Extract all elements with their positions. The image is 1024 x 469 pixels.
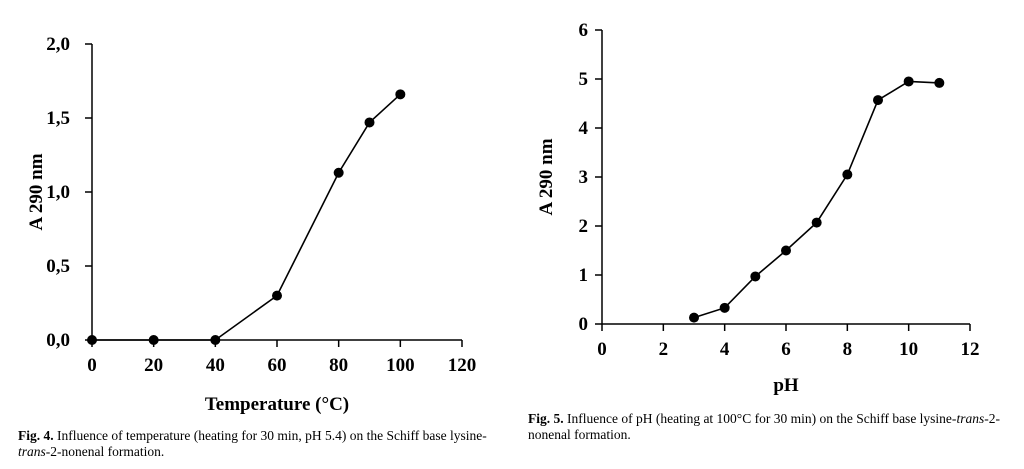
fig5-x-tick-label: 2 [659, 339, 669, 360]
fig5-caption-text-b: -2-nonenal formation. [528, 411, 1000, 442]
fig4-y-tick-label: 1,5 [46, 108, 70, 129]
fig5-x-tick-label: 4 [720, 339, 730, 360]
fig4-data-point [87, 335, 97, 345]
fig4-series-line [92, 93, 401, 341]
fig5-data-point [934, 77, 945, 88]
fig5-caption: Fig. 5. Influence of pH (heating at 100°… [528, 411, 1008, 443]
fig5-series-line [693, 80, 940, 319]
fig5-y-tick-label: 2 [579, 216, 589, 237]
fig4-caption: Fig. 4. Influence of temperature (heatin… [18, 428, 518, 460]
fig5-data-point [781, 245, 791, 256]
fig4-data-point [148, 335, 159, 345]
fig5-data-point [842, 169, 853, 180]
fig4-caption-text-b: -2-nonenal formation. [45, 444, 165, 459]
fig4-x-tick-label: 20 [144, 355, 163, 376]
fig5-y-tick-label: 4 [579, 118, 589, 139]
fig5-y-tick-label: 0 [579, 314, 589, 335]
fig5-y-tick-label: 5 [579, 69, 589, 90]
fig5-data-point [903, 76, 914, 87]
fig4-data-point [364, 117, 375, 128]
fig5-caption-text-a: Influence of pH (heating at 100°C for 30… [563, 411, 957, 426]
fig5-x-tick-label: 8 [843, 339, 853, 360]
fig5-data-point [689, 312, 699, 323]
fig5-y-tick-label: 1 [579, 265, 589, 286]
fig4-x-tick-label: 60 [268, 355, 287, 376]
fig4-y-tick-label: 0,0 [46, 330, 70, 351]
fig4-x-tick-label: 40 [206, 355, 225, 376]
fig5-data-point [750, 271, 761, 282]
fig5-y-tick-label: 6 [579, 20, 589, 41]
fig5-data-point [873, 95, 883, 106]
fig5-data-point [719, 302, 730, 313]
fig4-x-axis-label: Temperature (°C) [205, 394, 349, 415]
fig4-data-point [395, 89, 406, 100]
fig4-data-point [210, 335, 221, 345]
fig4-label: Fig. 4. [18, 428, 54, 443]
fig4-data-point [333, 167, 344, 178]
fig4-y-tick-label: 0,5 [46, 256, 70, 277]
fig5-x-tick-label: 10 [899, 339, 918, 360]
fig5-x-axis-label: pH [773, 375, 799, 396]
fig5-x-tick-label: 0 [597, 339, 607, 360]
fig4-x-tick-label: 0 [87, 355, 97, 376]
fig4-data-point [272, 290, 282, 301]
fig5-y-tick-label: 3 [579, 167, 589, 188]
fig5-x-tick-label: 6 [781, 339, 791, 360]
fig5-label: Fig. 5. [528, 411, 564, 426]
fig4-x-tick-label: 120 [448, 355, 477, 376]
fig5-y-axis-label: A 290 nm [536, 138, 557, 215]
fig4-y-axis-label: A 290 nm [26, 153, 47, 230]
fig5-caption-italic: trans [956, 411, 985, 426]
fig5-x-tick-label: 12 [961, 339, 980, 360]
fig4-y-tick-label: 1,0 [46, 182, 70, 203]
fig4-caption-text-a: Influence of temperature (heating for 30… [53, 428, 487, 443]
fig4-y-tick-label: 2,0 [46, 34, 70, 55]
fig4-x-tick-label: 100 [386, 355, 415, 376]
fig4-x-tick-label: 80 [329, 355, 348, 376]
fig4-caption-italic: trans [18, 444, 46, 459]
fig5-data-point [811, 217, 822, 228]
